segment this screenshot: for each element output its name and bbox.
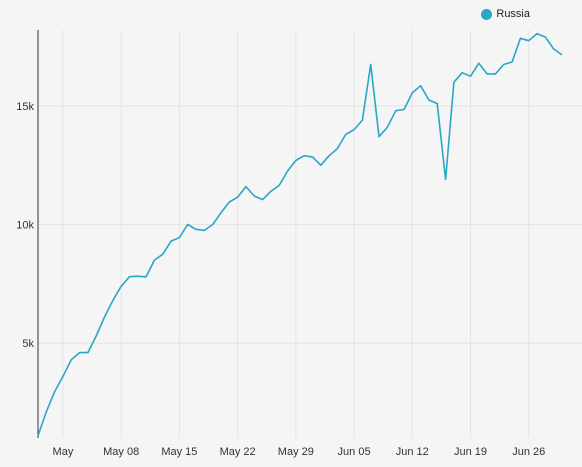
y-tick-label: 5k [22, 338, 34, 350]
x-tick-label: May 22 [220, 446, 256, 458]
x-tick-label: Jun 19 [454, 446, 487, 458]
legend[interactable]: Russia [481, 8, 530, 20]
legend-label-russia: Russia [496, 8, 530, 20]
x-tick-label: May 29 [278, 446, 314, 458]
series-line-russia[interactable] [37, 32, 563, 436]
tick-labels: May May 08 May 15 May 22 May 29 Jun 05 Jun 12 J… [16, 101, 545, 458]
series-layer [37, 32, 563, 436]
x-tick-label: May 15 [161, 446, 197, 458]
y-tick-label: 10k [16, 220, 34, 232]
x-tick-label: Jun 26 [512, 446, 545, 458]
y-tick-label: 15k [16, 101, 34, 113]
x-tick-label: May 08 [103, 446, 139, 458]
x-tick-label: Jun 05 [338, 446, 371, 458]
x-tick-label: May [53, 446, 74, 458]
legend-swatch-russia [481, 8, 493, 20]
grid [38, 30, 582, 438]
x-tick-label: Jun 12 [396, 446, 429, 458]
